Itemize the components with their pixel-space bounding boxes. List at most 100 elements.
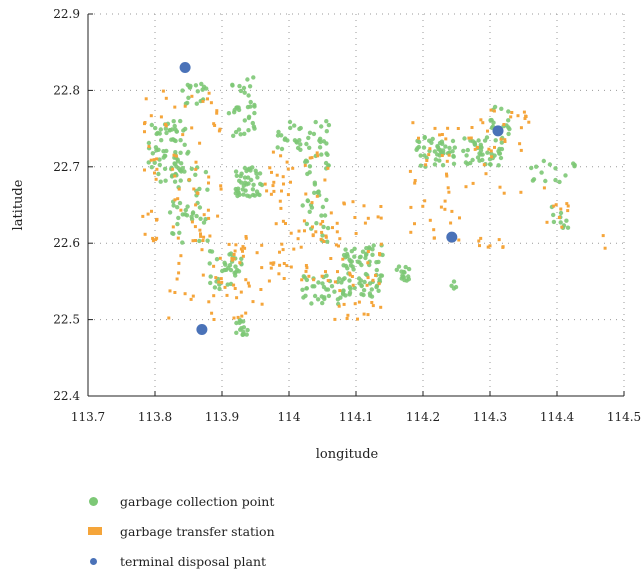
transfer-station-marker: [218, 256, 222, 260]
x-tick-label: 114.4: [540, 410, 575, 424]
transfer-station-marker: [479, 118, 483, 122]
x-tick-label: 114.2: [406, 410, 440, 424]
collection-point-marker: [245, 327, 250, 333]
transfer-station-marker: [164, 122, 167, 126]
collection-point-marker: [242, 165, 248, 171]
collection-point-marker: [349, 249, 354, 254]
collection-point-marker: [453, 284, 459, 290]
collection-point-marker: [253, 168, 258, 173]
collection-point-markers: [146, 75, 577, 337]
collection-point-marker: [247, 84, 253, 89]
transfer-station-marker: [141, 214, 145, 218]
transfer-station-marker: [289, 231, 293, 235]
collection-point-marker: [252, 102, 257, 108]
collection-point-marker: [320, 233, 325, 238]
transfer-station-marker: [274, 222, 278, 226]
transfer-station-marker: [342, 302, 346, 306]
collection-point-marker: [183, 126, 188, 132]
collection-point-marker: [197, 238, 202, 244]
transfer-station-marker: [307, 274, 311, 278]
transfer-station-marker: [270, 170, 273, 174]
collection-point-marker: [319, 152, 324, 157]
collection-point-marker: [324, 141, 329, 146]
transfer-station-marker: [329, 257, 333, 260]
collection-point-marker: [450, 149, 455, 154]
collection-point-marker: [312, 190, 317, 195]
transfer-station-marker: [502, 191, 506, 195]
y-tick-label: 22.5: [53, 313, 80, 327]
collection-point-marker: [553, 177, 558, 183]
collection-point-marker: [418, 163, 423, 168]
transfer-station-marker: [331, 226, 334, 230]
collection-point-marker: [507, 126, 512, 132]
collection-point-marker: [250, 187, 256, 192]
disposal-plant-marker: [492, 125, 504, 137]
collection-point-marker: [325, 225, 331, 231]
transfer-station-marker: [411, 121, 415, 125]
transfer-station-marker: [172, 153, 176, 157]
transfer-station-marker: [232, 283, 236, 287]
transfer-station-marker: [464, 185, 468, 189]
collection-point-marker: [157, 162, 162, 168]
transfer-station-marker: [366, 261, 370, 265]
collection-point-marker: [146, 140, 152, 146]
collection-point-marker: [551, 212, 556, 218]
collection-point-marker: [325, 239, 330, 244]
transfer-station-marker: [167, 316, 171, 320]
transfer-station-marker: [207, 300, 211, 304]
collection-point-marker: [432, 162, 438, 167]
x-tick-label: 114.5: [607, 410, 641, 424]
transfer-station-marker: [432, 228, 436, 232]
transfer-station-marker: [438, 133, 442, 137]
transfer-station-marker: [320, 230, 324, 234]
collection-point-marker: [465, 147, 470, 153]
collection-point-marker: [242, 90, 247, 95]
collection-point-marker: [322, 296, 327, 302]
collection-point-marker: [257, 192, 262, 198]
transfer-station-marker: [143, 232, 147, 236]
transfer-station-marker: [338, 237, 342, 241]
collection-point-marker: [283, 136, 288, 141]
transfer-station-marker: [323, 178, 327, 182]
transfer-station-marker: [516, 114, 520, 118]
collection-point-marker: [241, 192, 246, 197]
transfer-station-marker: [279, 206, 283, 210]
collection-point-marker: [418, 153, 423, 158]
transfer-station-marker: [552, 204, 556, 208]
transfer-station-marker: [487, 147, 491, 151]
transfer-station-marker: [171, 225, 175, 229]
transfer-station-marker: [346, 313, 350, 317]
transfer-station-marker: [324, 270, 327, 274]
collection-point-marker: [531, 177, 537, 182]
collection-point-marker: [180, 88, 185, 93]
collection-point-marker: [451, 154, 456, 159]
transfer-station-marker: [348, 271, 352, 275]
collection-point-marker: [177, 200, 183, 206]
collection-point-marker: [553, 166, 558, 171]
transfer-station-marker: [235, 296, 239, 300]
transfer-station-marker: [159, 115, 163, 119]
transfer-station-marker: [239, 247, 243, 251]
collection-point-marker: [182, 142, 187, 147]
transfer-station-marker: [241, 249, 244, 253]
transfer-station-marker: [479, 236, 483, 240]
y-axis-title: latitude: [11, 179, 26, 230]
transfer-station-marker: [259, 288, 263, 291]
collection-point-marker: [432, 149, 437, 154]
collection-point-marker: [347, 290, 353, 295]
collection-point-marker: [203, 217, 208, 222]
transfer-station-marker: [341, 257, 345, 261]
transfer-station-marker: [236, 315, 240, 319]
collection-point-marker: [303, 158, 309, 163]
collection-point-marker: [198, 216, 203, 221]
transfer-station-marker: [164, 96, 168, 100]
collection-point-marker: [462, 136, 467, 141]
transfer-station-marker: [244, 311, 248, 315]
collection-point-marker: [242, 131, 247, 136]
transfer-station-marker: [202, 213, 206, 217]
collection-point-marker: [307, 170, 312, 175]
collection-point-marker: [461, 148, 466, 154]
transfer-station-marker: [338, 289, 342, 293]
transfer-station-marker: [413, 222, 416, 226]
transfer-station-marker: [281, 219, 285, 223]
